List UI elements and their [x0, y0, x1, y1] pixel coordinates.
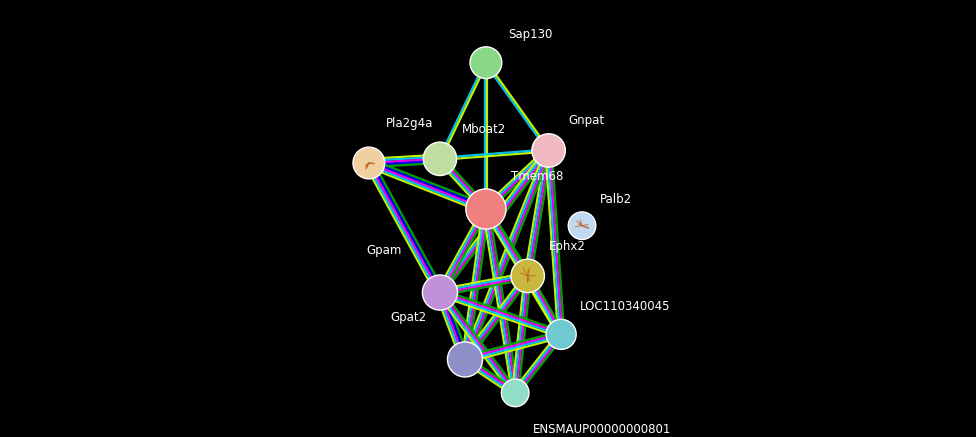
Text: Ephx2: Ephx2	[549, 240, 586, 253]
Circle shape	[466, 189, 506, 229]
Circle shape	[424, 142, 457, 176]
Circle shape	[353, 147, 385, 179]
Text: Gpam: Gpam	[366, 244, 401, 257]
Text: Mboat2: Mboat2	[462, 123, 506, 136]
Circle shape	[568, 212, 595, 239]
Text: Gpat2: Gpat2	[390, 311, 427, 324]
Circle shape	[447, 342, 482, 377]
Circle shape	[532, 134, 565, 167]
Text: Sap130: Sap130	[508, 28, 552, 41]
Text: Gnpat: Gnpat	[569, 114, 605, 128]
Text: Pla2g4a: Pla2g4a	[386, 117, 433, 129]
Circle shape	[547, 319, 576, 350]
Text: LOC110340045: LOC110340045	[581, 300, 671, 313]
Text: Tmem68: Tmem68	[511, 170, 563, 184]
Circle shape	[423, 275, 458, 310]
Text: Palb2: Palb2	[600, 193, 632, 206]
Circle shape	[470, 47, 502, 79]
Text: ENSMAUP00000000801: ENSMAUP00000000801	[533, 423, 671, 437]
Circle shape	[511, 259, 545, 292]
Circle shape	[502, 379, 529, 407]
